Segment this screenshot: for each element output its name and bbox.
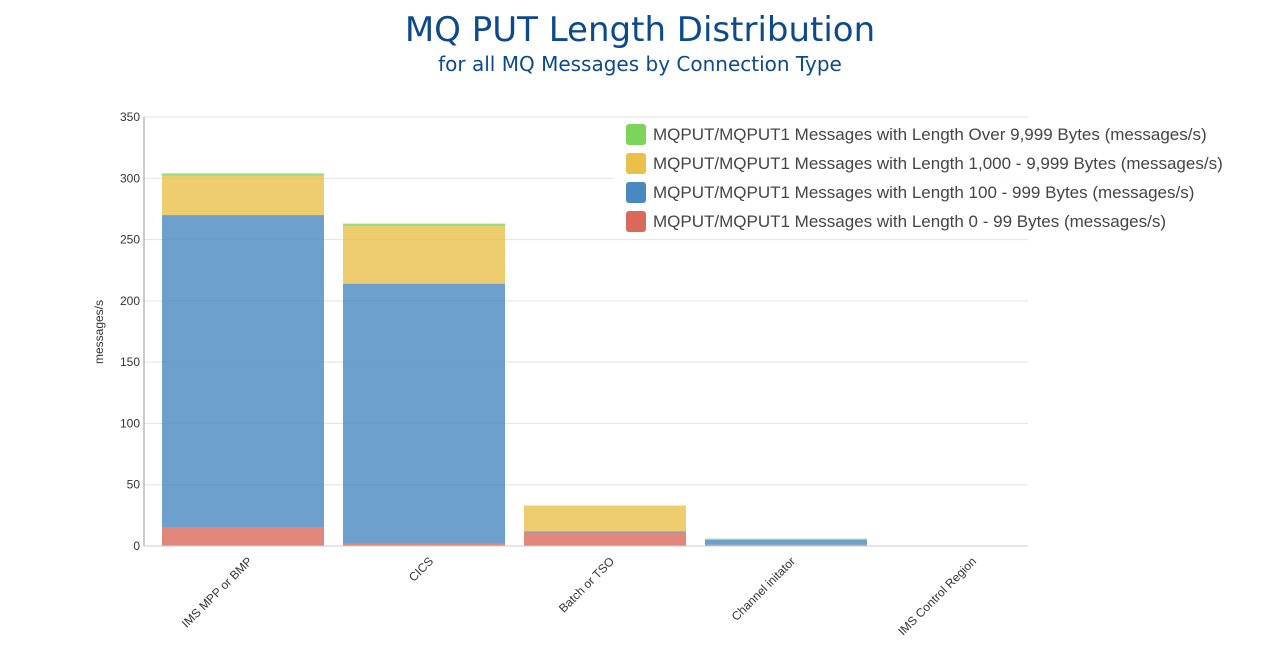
bar-segment[interactable]: [343, 223, 505, 227]
bar-segment[interactable]: [705, 539, 867, 545]
legend-swatch: [626, 124, 646, 145]
y-tick-labels: 0 50 100 150 200 250 300 350: [120, 110, 140, 553]
bar-segment[interactable]: [705, 538, 867, 540]
y-tick-label: 250: [120, 233, 140, 247]
legend: MQPUT/MQPUT1 Messages with Length Over 9…: [614, 118, 1254, 232]
bar-segment[interactable]: [162, 173, 324, 176]
y-axis-label: messages/s: [92, 300, 106, 364]
chart-subtitle: for all MQ Messages by Connection Type: [438, 52, 842, 76]
legend-label[interactable]: MQPUT/MQPUT1 Messages with Length 0 - 99…: [653, 212, 1166, 231]
y-tick-label: 50: [127, 478, 141, 492]
legend-label[interactable]: MQPUT/MQPUT1 Messages with Length 1,000 …: [653, 154, 1223, 173]
x-tick-label: Channel initator: [729, 554, 798, 623]
x-tick-label: IMS MPP or BMP: [179, 554, 255, 630]
bar-segment[interactable]: [162, 527, 324, 546]
legend-swatch: [626, 153, 646, 174]
y-tick-label: 300: [120, 171, 140, 185]
bar-segment[interactable]: [343, 283, 505, 544]
y-tick-label: 0: [133, 539, 140, 553]
legend-label[interactable]: MQPUT/MQPUT1 Messages with Length 100 - …: [653, 183, 1194, 202]
legend-background: [614, 118, 1254, 232]
chart-title: MQ PUT Length Distribution: [404, 10, 876, 50]
bar-segment[interactable]: [162, 215, 324, 528]
bar-segment[interactable]: [524, 531, 686, 533]
bar-segment[interactable]: [524, 505, 686, 532]
axes: [143, 117, 1028, 547]
legend-label[interactable]: MQPUT/MQPUT1 Messages with Length Over 9…: [653, 125, 1207, 144]
bar-segment[interactable]: [524, 532, 686, 546]
bar-segment[interactable]: [705, 544, 867, 546]
y-tick-label: 150: [120, 355, 140, 369]
x-tick-label: IMS Control Region: [895, 554, 979, 638]
x-tick-labels: IMS MPP or BMP CICS Batch or TSO Channel in…: [179, 554, 979, 638]
bar-segment[interactable]: [343, 543, 505, 546]
y-tick-label: 350: [120, 110, 140, 124]
y-tick-label: 200: [120, 294, 140, 308]
y-tick-label: 100: [120, 416, 140, 430]
legend-swatch: [626, 182, 646, 203]
x-tick-label: CICS: [406, 554, 436, 584]
x-tick-label: Batch or TSO: [556, 554, 617, 615]
bar-segment[interactable]: [162, 175, 324, 216]
bars: [162, 173, 867, 546]
legend-swatch: [626, 211, 646, 232]
bar-segment[interactable]: [343, 226, 505, 284]
